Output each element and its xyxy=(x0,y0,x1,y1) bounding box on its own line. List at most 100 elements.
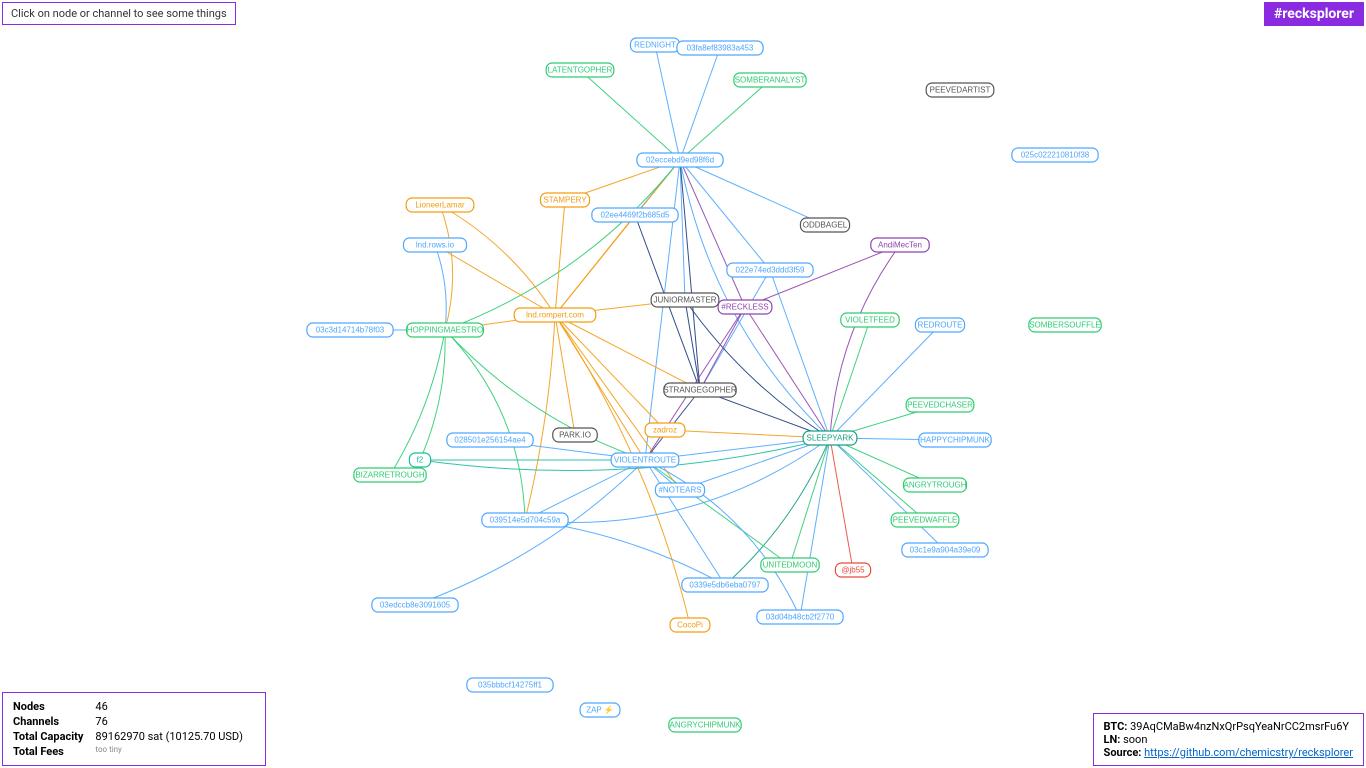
graph-node[interactable]: LATENTGOPHER xyxy=(546,63,614,77)
graph-node[interactable]: PARK.IO xyxy=(553,428,597,442)
graph-edge[interactable] xyxy=(655,45,680,160)
graph-node[interactable]: ODDBAGEL xyxy=(800,218,849,232)
graph-node[interactable]: 03c1e9a904a39e09 xyxy=(902,543,988,557)
graph-edge[interactable] xyxy=(830,438,853,570)
graph-node[interactable]: 039514e5d704c59a xyxy=(482,513,568,527)
graph-edge[interactable] xyxy=(525,460,645,520)
svg-text:lnd.rompert.com: lnd.rompert.com xyxy=(526,311,584,320)
stats-capacity-value: 89162970 sat (10125.70 USD) xyxy=(95,729,255,744)
svg-text:HOPPINGMAESTRO: HOPPINGMAESTRO xyxy=(407,326,483,335)
graph-edge[interactable] xyxy=(680,160,700,390)
graph-node[interactable]: 028501e256154ae4 xyxy=(447,433,533,447)
graph-node[interactable]: ZAP ⚡️ xyxy=(580,703,620,717)
graph-edge[interactable] xyxy=(445,330,525,520)
graph-edge[interactable] xyxy=(680,48,720,160)
graph-node[interactable]: VIOLENTROUTE xyxy=(611,453,679,467)
graph-edge[interactable] xyxy=(680,80,770,160)
graph-node[interactable]: JUNIORMASTER xyxy=(651,293,719,307)
graph-node[interactable]: f2 xyxy=(409,453,430,467)
graph-node[interactable]: AndiMecTen xyxy=(871,238,929,252)
footer-btc-label: BTC: xyxy=(1104,720,1128,733)
svg-text:03c1e9a904a39e09: 03c1e9a904a39e09 xyxy=(910,546,981,555)
svg-text:ANGRYCHIPMUNK: ANGRYCHIPMUNK xyxy=(670,721,742,730)
graph-edge[interactable] xyxy=(440,205,555,315)
svg-text:PEEVEDCHASER: PEEVEDCHASER xyxy=(907,401,973,410)
graph-node[interactable]: UNITEDMOON xyxy=(761,558,819,572)
footer-ln-value: soon xyxy=(1123,733,1147,746)
graph-edge[interactable] xyxy=(415,460,645,605)
graph-node[interactable]: 03fa8ef83983a453 xyxy=(677,41,763,55)
graph-node[interactable]: 025c022210810f38 xyxy=(1012,148,1098,162)
graph-edge[interactable] xyxy=(700,307,745,390)
svg-text:025c022210810f38: 025c022210810f38 xyxy=(1021,151,1090,160)
graph-edge[interactable] xyxy=(525,315,555,520)
graph-node[interactable]: CocoPi xyxy=(670,618,710,632)
graph-node[interactable]: 035bbbcf14275ff1 xyxy=(467,678,553,692)
network-graph[interactable]: 02eccebd9ed98f6d REDNIGHT03fa8ef83983a453… xyxy=(0,0,1366,768)
graph-node[interactable]: SOMBERSOUFFLE xyxy=(1029,318,1101,332)
graph-node[interactable]: 02eccebd9ed98f6d xyxy=(637,153,723,167)
graph-edge[interactable] xyxy=(555,200,565,315)
svg-text:#RECKLESS: #RECKLESS xyxy=(721,303,768,312)
svg-text:03d04b48cb2f2770: 03d04b48cb2f2770 xyxy=(766,613,835,622)
stats-nodes-value: 46 xyxy=(95,699,255,714)
graph-node[interactable]: HAPPYCHIPMUNK xyxy=(919,433,991,447)
graph-node[interactable]: ANGRYCHIPMUNK xyxy=(669,718,741,732)
svg-text:AndiMecTen: AndiMecTen xyxy=(878,241,922,250)
footer-btc-value: 39AqCMaBw4nzNxQrPsqYeaNrCC2msrFu6Y xyxy=(1130,720,1349,733)
svg-text:REDROUTE: REDROUTE xyxy=(918,321,963,330)
graph-node[interactable]: PEEVEDARTIST xyxy=(926,83,994,97)
graph-edge[interactable] xyxy=(800,438,830,617)
svg-text:SOMBERANALYST: SOMBERANALYST xyxy=(735,76,806,85)
graph-edge[interactable] xyxy=(830,438,945,550)
svg-text:03edccb8e3091605: 03edccb8e3091605 xyxy=(380,601,451,610)
graph-edge[interactable] xyxy=(830,245,900,438)
graph-node[interactable]: lnd.rows.io xyxy=(403,238,466,252)
graph-node[interactable]: #RECKLESS xyxy=(718,300,772,314)
graph-node[interactable]: STAMPERY xyxy=(540,193,589,207)
graph-node[interactable]: zadroz xyxy=(645,423,685,437)
graph-node[interactable]: REDROUTE xyxy=(915,318,964,332)
graph-edge[interactable] xyxy=(525,520,725,585)
graph-node[interactable]: SOMBERANALYST xyxy=(734,73,806,87)
graph-edge[interactable] xyxy=(555,215,635,315)
graph-node[interactable]: HOPPINGMAESTRO xyxy=(407,323,484,337)
graph-edge[interactable] xyxy=(745,307,830,438)
graph-node[interactable]: 03c3d14714b78f03 xyxy=(307,323,393,337)
graph-node[interactable]: 03edccb8e3091605 xyxy=(372,598,458,612)
graph-edge[interactable] xyxy=(685,300,830,438)
svg-text:VIOLENTROUTE: VIOLENTROUTE xyxy=(614,456,676,465)
svg-text:0339e5db6eba0797: 0339e5db6eba0797 xyxy=(689,581,761,590)
hint-panel: Click on node or channel to see some thi… xyxy=(2,2,236,25)
graph-node[interactable]: ANGRYTROUGH xyxy=(903,478,966,492)
graph-edge[interactable] xyxy=(435,245,446,330)
graph-edge[interactable] xyxy=(680,160,825,225)
graph-node[interactable]: SLEEPYARK xyxy=(803,431,857,445)
graph-edge[interactable] xyxy=(680,160,745,307)
graph-node[interactable]: PEEVEDCHASER xyxy=(906,398,974,412)
svg-text:028501e256154ae4: 028501e256154ae4 xyxy=(454,436,526,445)
stats-channels-value: 76 xyxy=(95,714,255,729)
graph-node[interactable]: BIZARRETROUGH xyxy=(354,468,426,482)
graph-node[interactable]: #NOTEARS xyxy=(655,483,704,497)
svg-text:SOMBERSOUFFLE: SOMBERSOUFFLE xyxy=(1029,321,1101,330)
graph-edge[interactable] xyxy=(685,300,700,390)
svg-text:JUNIORMASTER: JUNIORMASTER xyxy=(653,296,716,305)
graph-edge[interactable] xyxy=(555,315,700,390)
svg-text:STAMPERY: STAMPERY xyxy=(543,196,587,205)
hashtag-badge[interactable]: #recksplorer xyxy=(1264,2,1364,26)
graph-node[interactable]: STRANGEGOPHER xyxy=(663,383,737,397)
graph-node[interactable]: 022e74ed3ddd3f59 xyxy=(727,263,813,277)
graph-node[interactable]: 03d04b48cb2f2770 xyxy=(757,610,843,624)
graph-edge[interactable] xyxy=(770,270,830,438)
graph-node[interactable]: VIOLETFEED xyxy=(841,313,899,327)
graph-node[interactable]: @jb55 xyxy=(835,563,870,577)
graph-node[interactable]: PEEVEDWAFFLE xyxy=(891,513,959,527)
graph-node[interactable]: REDNIGHT xyxy=(630,38,679,52)
graph-node[interactable]: 02ee4469f2b685d5 xyxy=(592,208,678,222)
footer-source-link[interactable]: https://github.com/chemicstry/recksplore… xyxy=(1144,746,1353,759)
graph-node[interactable]: lnd.rompert.com xyxy=(514,308,596,322)
graph-node[interactable]: 0339e5db6eba0797 xyxy=(682,578,768,592)
graph-edge[interactable] xyxy=(580,70,680,160)
graph-node[interactable]: LioneerLamar xyxy=(406,198,474,212)
